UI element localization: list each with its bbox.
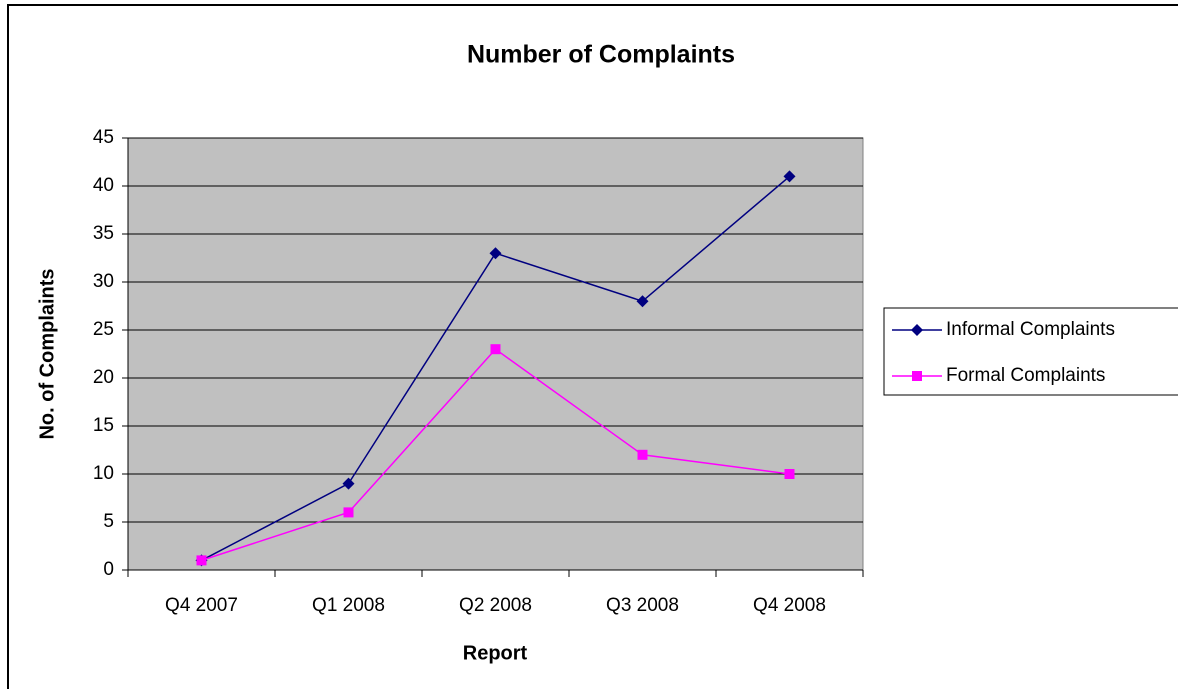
y-tick-label: 40 <box>93 175 114 196</box>
data-point <box>490 344 501 355</box>
legend-box <box>883 307 1178 396</box>
data-point <box>637 449 648 460</box>
data-point <box>342 477 355 490</box>
y-tick-label: 5 <box>103 511 114 532</box>
data-point <box>489 247 502 260</box>
legend-marker <box>911 324 923 336</box>
data-point <box>784 469 795 479</box>
y-tick-label: 15 <box>93 415 114 436</box>
data-point <box>196 555 207 566</box>
y-tick-label: 45 <box>93 127 114 148</box>
legend-label: Informal Complaints <box>946 319 1115 340</box>
x-tick-label: Q2 2008 <box>459 595 532 616</box>
x-tick-label: Q3 2008 <box>606 595 679 616</box>
x-tick-label: Q4 2007 <box>165 595 238 616</box>
chart-title: Number of Complaints <box>467 41 735 69</box>
y-tick-label: 0 <box>103 559 114 580</box>
x-tick-label: Q4 2008 <box>753 595 826 616</box>
x-tick-label: Q1 2008 <box>312 595 385 616</box>
data-point <box>636 295 649 308</box>
y-axis-title: No. of Complaints <box>36 268 58 439</box>
legend-marker <box>912 371 922 381</box>
data-point <box>783 170 796 183</box>
y-tick-label: 25 <box>93 319 114 340</box>
y-tick-label: 30 <box>93 271 114 292</box>
y-tick-label: 10 <box>93 463 114 484</box>
x-axis-title: Report <box>463 642 528 664</box>
y-tick-label: 35 <box>93 223 114 244</box>
data-point <box>343 507 354 518</box>
legend-label: Formal Complaints <box>946 365 1105 386</box>
y-tick-label: 20 <box>93 367 114 388</box>
